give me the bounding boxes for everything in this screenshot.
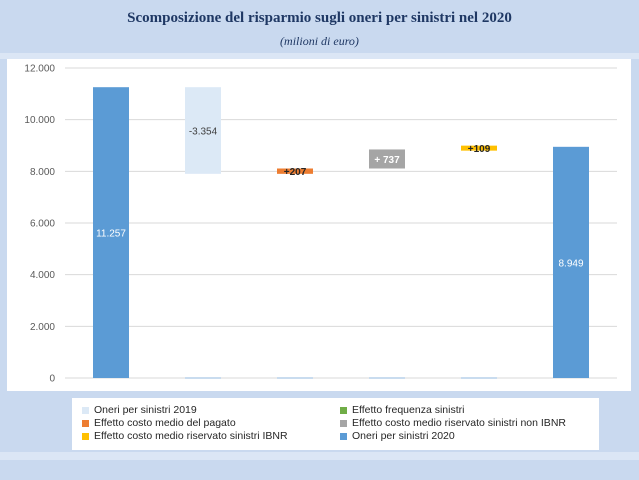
delta-bar (461, 145, 497, 151)
baseline-marker (461, 377, 497, 379)
legend-item: Effetto costo medio riservato sinistri n… (340, 417, 566, 429)
delta-bar (369, 149, 405, 169)
delta-bar (185, 87, 221, 174)
legend-label: Oneri per sinistri 2020 (352, 430, 455, 442)
data-label: 8.949 (558, 258, 583, 269)
baseline-marker (185, 377, 221, 379)
legend-item: Effetto frequenza sinistri (340, 404, 464, 416)
data-label: -3.354 (189, 127, 218, 138)
data-label: +109 (468, 144, 491, 155)
legend-label: Effetto costo medio riservato sinistri I… (94, 430, 288, 442)
total-bar (93, 87, 129, 379)
waterfall-chart: 0 2.000 4.000 6.000 8.000 10.000 12.000 11.257 -… (24, 64, 617, 385)
baseline-marker (277, 377, 313, 379)
y-tick-label: 6.000 (30, 219, 55, 230)
chart-title: Scomposizione del risparmio sugli oneri … (127, 10, 512, 26)
baseline-marker (369, 377, 405, 379)
legend-label: Effetto frequenza sinistri (352, 404, 465, 416)
total-bar (553, 146, 589, 378)
legend-item: Oneri per sinistri 2019 (82, 404, 197, 416)
delta-bar (277, 168, 313, 174)
top-band (0, 53, 639, 59)
legend-swatch (340, 419, 347, 427)
legend-item: Effetto costo medio del pagato (82, 417, 236, 429)
chart-subtitle: (milioni di euro) (280, 34, 359, 48)
legend-label: Effetto costo medio del pagato (94, 417, 236, 429)
data-label: 11.257 (96, 229, 126, 240)
chart-legend: Oneri per sinistri 2019 Effetto frequenza… (72, 398, 599, 450)
y-tick-label: 12.000 (24, 64, 55, 75)
chart-panel: 0 2.000 4.000 6.000 8.000 10.000 12.000 11.257 -… (7, 59, 631, 391)
legend-label: Effetto costo medio riservato sinistri n… (352, 417, 566, 429)
y-tick-label: 4.000 (30, 270, 55, 281)
legend-swatch (340, 432, 347, 440)
y-tick-label: 0 (49, 374, 55, 385)
legend-swatch (340, 406, 347, 414)
y-tick-label: 8.000 (30, 167, 55, 178)
data-label: + 737 (374, 155, 400, 166)
data-label: +207 (284, 167, 307, 178)
legend-label: Oneri per sinistri 2019 (94, 404, 197, 416)
y-tick-label: 10.000 (24, 115, 55, 126)
legend-item: Oneri per sinistri 2020 (340, 430, 455, 442)
y-tick-label: 2.000 (30, 322, 55, 333)
legend-item: Effetto costo medio riservato sinistri I… (82, 430, 288, 442)
bottom-band (0, 452, 639, 460)
legend-swatch (82, 406, 89, 414)
legend-swatch (82, 432, 89, 440)
legend-swatch (82, 419, 89, 427)
